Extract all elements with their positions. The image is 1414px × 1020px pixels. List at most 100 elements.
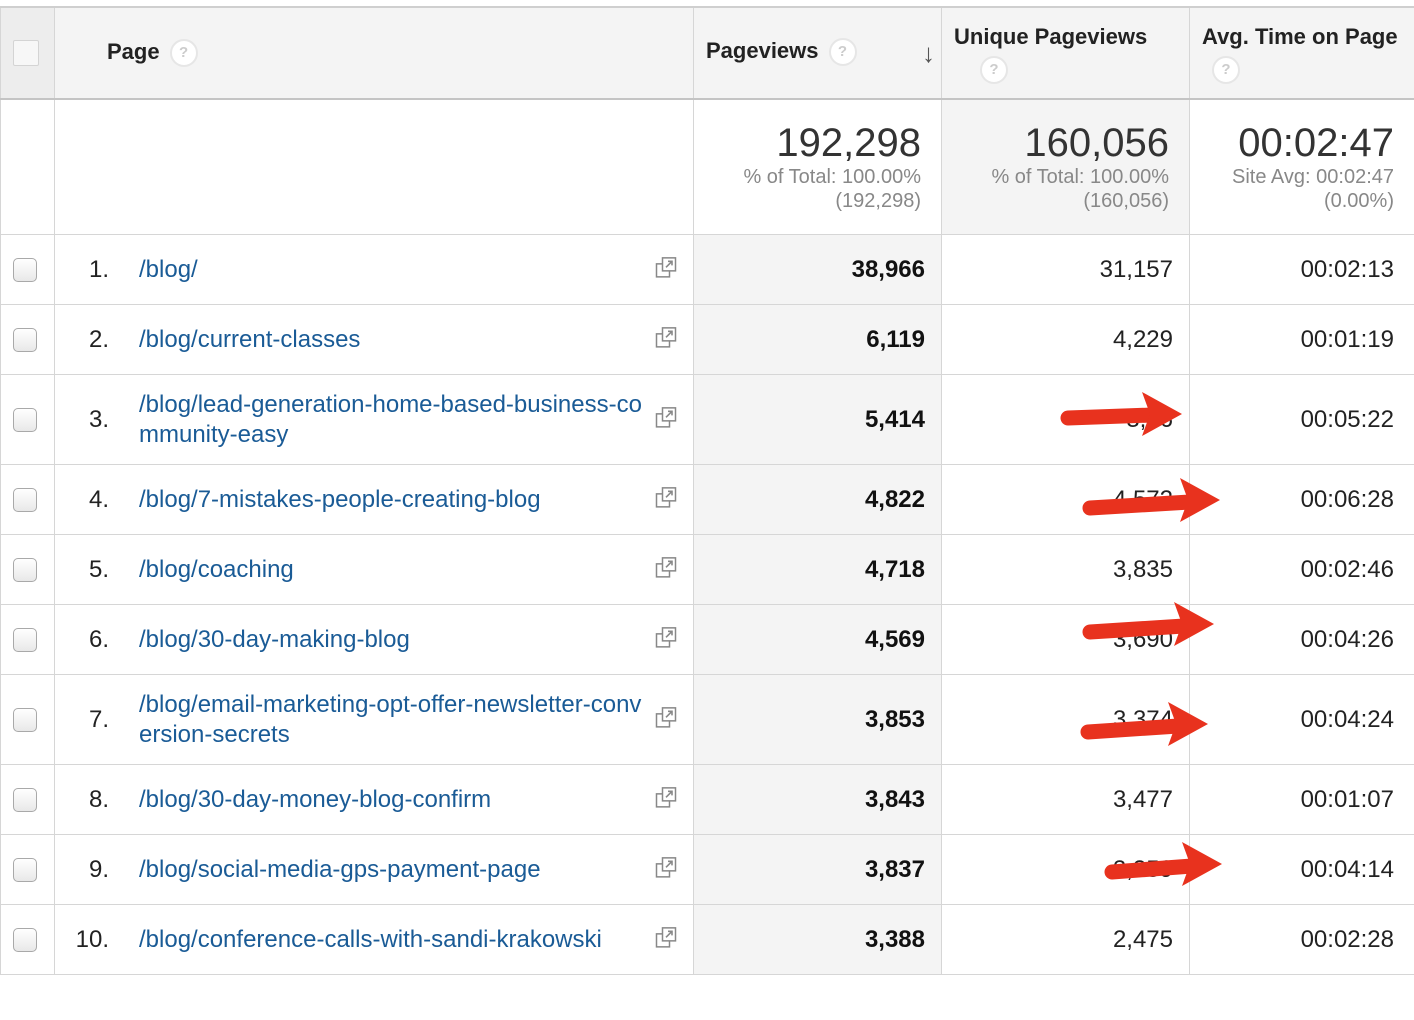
page-link[interactable]: /blog/lead-generation-home-based-busines…	[139, 390, 642, 448]
row-rank: 2.	[88, 325, 109, 353]
row-checkbox[interactable]	[13, 487, 37, 512]
sort-descending-icon[interactable]: ↓	[922, 37, 935, 68]
row-select-cell	[0, 674, 55, 765]
popout-icon[interactable]	[655, 626, 677, 648]
pageviews-cell: 3,853	[693, 674, 942, 765]
row-rank: 10.	[75, 925, 109, 953]
row-rank: 8.	[88, 785, 109, 813]
row-rank: 1.	[88, 255, 109, 283]
totals-blank-cell	[54, 98, 694, 235]
total-avg-time-value: 00:02:47	[1238, 121, 1394, 165]
avg-time-cell: 00:04:14	[1189, 834, 1414, 905]
unique-pageviews-cell: 4,572	[941, 464, 1190, 535]
page-link[interactable]: /blog/conference-calls-with-sandi-krakow…	[139, 925, 602, 953]
total-pageviews-value: 192,298	[776, 121, 921, 165]
pageviews-cell: 3,843	[693, 764, 942, 835]
col-header-avg-time[interactable]: Avg. Time on Page?	[1189, 6, 1414, 100]
total-unique: 160,056 % of Total: 100.00% (160,056)	[941, 98, 1190, 235]
popout-icon[interactable]	[655, 326, 677, 348]
page-link[interactable]: /blog/current-classes	[139, 325, 361, 353]
avg-time-cell: 00:06:28	[1189, 464, 1414, 535]
page-cell: 3. /blog/lead-generation-home-based-busin…	[54, 374, 694, 465]
avg-time-cell: 00:02:46	[1189, 534, 1414, 605]
unique-pageviews-cell: 3,690	[941, 604, 1190, 675]
pages-table: Page? Pageviews? ↓ Unique Pageviews? Avg.…	[0, 6, 1414, 975]
table-row: 10. /blog/conference-calls-with-sandi-kra…	[0, 904, 1414, 975]
col-header-page[interactable]: Page?	[54, 6, 694, 100]
unique-pageviews-cell: 2,475	[941, 904, 1190, 975]
row-select-cell	[0, 304, 55, 375]
row-checkbox[interactable]	[13, 407, 37, 432]
unique-pageviews-cell: 3,359	[941, 834, 1190, 905]
help-icon[interactable]: ?	[828, 37, 857, 66]
table-row: 4./blog/7-mistakes-people-creating-blog 4…	[0, 464, 1414, 535]
row-checkbox[interactable]	[13, 257, 37, 282]
popout-icon[interactable]	[655, 926, 677, 948]
row-checkbox[interactable]	[13, 927, 37, 952]
page-link[interactable]: /blog/7-mistakes-people-creating-blog	[139, 485, 541, 513]
avg-time-cell: 00:01:07	[1189, 764, 1414, 835]
row-select-cell	[0, 534, 55, 605]
total-unique-value: 160,056	[1024, 121, 1169, 165]
row-rank: 3.	[88, 405, 109, 433]
table-row: 7. /blog/email-marketing-opt-offer-newsle…	[0, 674, 1414, 765]
row-select-cell	[0, 604, 55, 675]
select-all-cell	[0, 6, 55, 100]
popout-icon[interactable]	[655, 556, 677, 578]
page-cell: 6. /blog/30-day-making-blog	[54, 604, 694, 675]
avg-time-cell: 00:01:19	[1189, 304, 1414, 375]
pageviews-cell: 6,119	[693, 304, 942, 375]
popout-icon[interactable]	[655, 486, 677, 508]
popout-icon[interactable]	[655, 856, 677, 878]
row-checkbox[interactable]	[13, 787, 37, 812]
page-cell: 2. /blog/current-classes	[54, 304, 694, 375]
table-header-row: Page? Pageviews? ↓ Unique Pageviews? Avg.…	[0, 6, 1414, 100]
pageviews-cell: 4,822	[693, 464, 942, 535]
help-icon[interactable]: ?	[1212, 56, 1240, 85]
total-unique-pct: % of Total: 100.00%	[991, 166, 1169, 188]
col-header-page-label: Page	[107, 38, 160, 64]
table-row: 1. /blog/38,966 31,157 00:02:13	[0, 234, 1414, 305]
avg-time-cell: 00:02:13	[1189, 234, 1414, 305]
page-link[interactable]: /blog/email-marketing-opt-offer-newslett…	[139, 690, 642, 748]
popout-icon[interactable]	[655, 706, 677, 728]
col-header-unique-pageviews[interactable]: Unique Pageviews?	[941, 6, 1190, 100]
page-link[interactable]: /blog/social-media-gps-payment-page	[139, 855, 541, 883]
row-select-cell	[0, 234, 55, 305]
page-link[interactable]: /blog/coaching	[139, 555, 294, 583]
popout-icon[interactable]	[655, 256, 677, 278]
help-icon[interactable]: ?	[169, 39, 198, 68]
popout-icon[interactable]	[655, 786, 677, 808]
avg-time-cell: 00:05:22	[1189, 374, 1414, 465]
row-rank: 6.	[88, 625, 109, 653]
avg-time-cell: 00:02:28	[1189, 904, 1414, 975]
total-avg-time: 00:02:47 Site Avg: 00:02:47 (0.00%)	[1189, 98, 1414, 235]
page-link[interactable]: /blog/	[139, 255, 198, 283]
pageviews-cell: 5,414	[693, 374, 942, 465]
help-icon[interactable]: ?	[980, 56, 1008, 85]
row-select-cell	[0, 374, 55, 465]
row-checkbox[interactable]	[13, 327, 37, 352]
col-header-pageviews[interactable]: Pageviews? ↓	[693, 6, 942, 100]
avg-time-cell: 00:04:24	[1189, 674, 1414, 765]
row-checkbox[interactable]	[13, 627, 37, 652]
totals-blank-cell	[0, 98, 55, 235]
row-checkbox[interactable]	[13, 707, 37, 732]
popout-icon[interactable]	[655, 406, 677, 428]
page-link[interactable]: /blog/30-day-making-blog	[139, 625, 410, 653]
table-row: 8. /blog/30-day-money-blog-confirm 3,843 3,…	[0, 764, 1414, 835]
pageviews-cell: 3,837	[693, 834, 942, 905]
page-cell: 9. /blog/social-media-gps-payment-page	[54, 834, 694, 905]
row-select-cell	[0, 764, 55, 835]
page-cell: 1. /blog/	[54, 234, 694, 305]
total-pageviews-abs: (192,298)	[835, 190, 921, 212]
col-header-avg-time-label: Avg. Time on Page	[1202, 24, 1398, 49]
row-checkbox[interactable]	[13, 857, 37, 882]
row-checkbox[interactable]	[13, 557, 37, 582]
page-link[interactable]: /blog/30-day-money-blog-confirm	[139, 785, 492, 813]
pageviews-cell: 4,569	[693, 604, 942, 675]
pageviews-cell: 4,718	[693, 534, 942, 605]
row-rank: 7.	[88, 705, 109, 733]
unique-pageviews-cell: 3,477	[941, 764, 1190, 835]
select-all-checkbox[interactable]	[13, 40, 39, 66]
